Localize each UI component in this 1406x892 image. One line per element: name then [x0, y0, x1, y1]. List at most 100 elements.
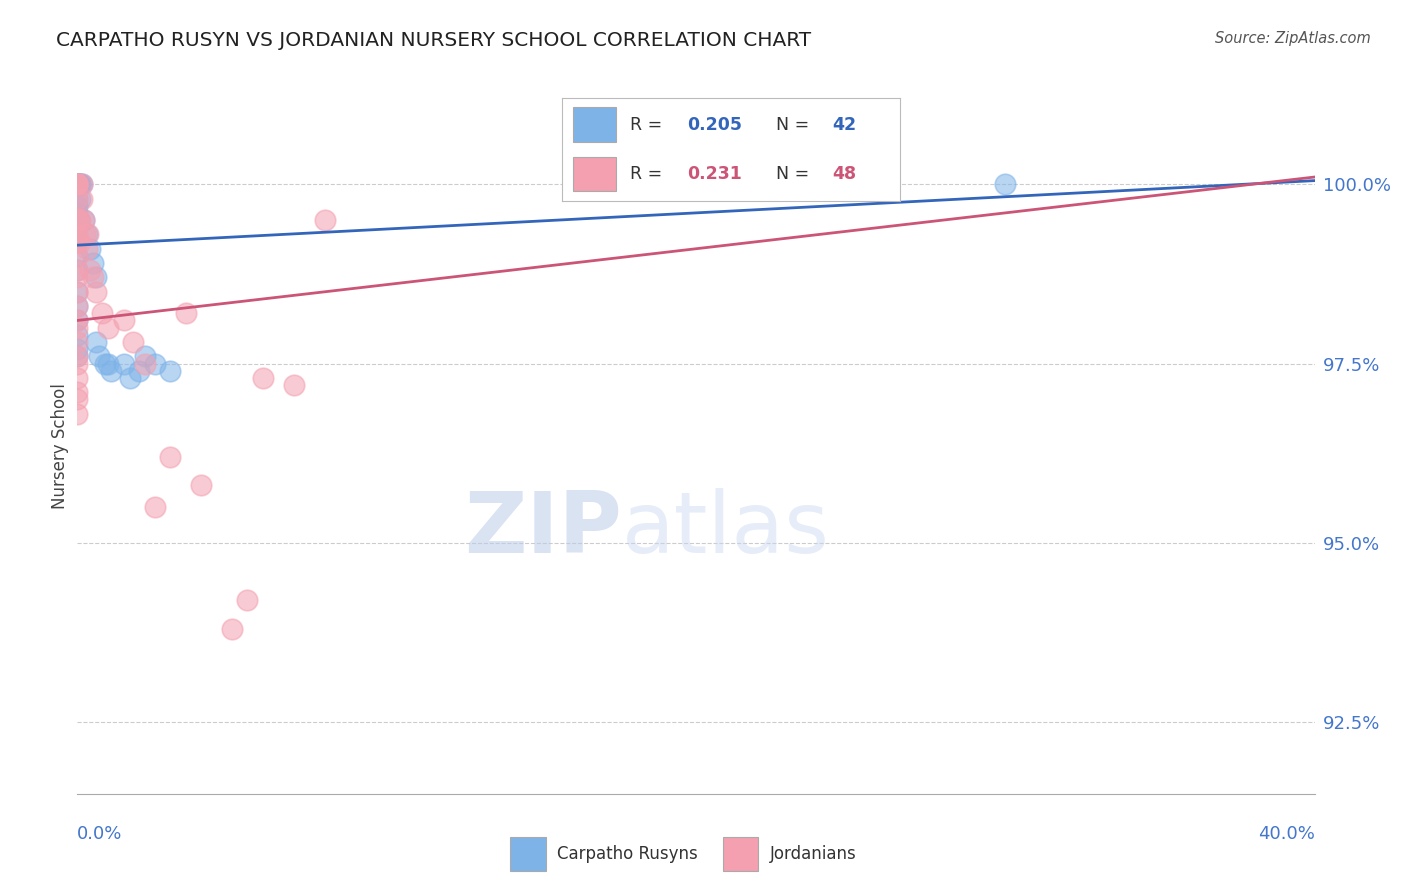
- Point: [66, 220, 89, 235]
- Point: [66, 177, 89, 191]
- Point: [112, 313, 135, 327]
- Point: [143, 357, 166, 371]
- Point: [66, 357, 89, 371]
- Point: [66, 407, 89, 421]
- Point: [66, 177, 89, 191]
- Text: Source: ZipAtlas.com: Source: ZipAtlas.com: [1215, 31, 1371, 46]
- Text: ZIP: ZIP: [464, 488, 621, 571]
- Text: N =: N =: [765, 165, 814, 183]
- Point: [66, 313, 89, 327]
- Text: 40.0%: 40.0%: [1258, 825, 1315, 843]
- Text: R =: R =: [630, 165, 668, 183]
- Point: [66, 342, 89, 356]
- Point: [994, 177, 1017, 191]
- Point: [70, 192, 93, 206]
- Point: [174, 306, 197, 320]
- Point: [221, 622, 243, 636]
- Bar: [723, 837, 758, 871]
- Point: [122, 334, 145, 349]
- Text: CARPATHO RUSYN VS JORDANIAN NURSERY SCHOOL CORRELATION CHART: CARPATHO RUSYN VS JORDANIAN NURSERY SCHO…: [56, 31, 811, 50]
- Point: [159, 450, 181, 464]
- Point: [66, 263, 89, 277]
- Point: [66, 263, 89, 277]
- Point: [66, 249, 89, 263]
- Point: [67, 213, 90, 227]
- Point: [66, 192, 89, 206]
- Point: [79, 242, 101, 256]
- Point: [84, 334, 107, 349]
- Point: [97, 357, 120, 371]
- Y-axis label: Nursery School: Nursery School: [51, 383, 69, 509]
- Text: 0.0%: 0.0%: [77, 825, 122, 843]
- Point: [66, 349, 89, 363]
- Point: [118, 371, 141, 385]
- Point: [76, 242, 98, 256]
- Point: [70, 177, 93, 191]
- Point: [66, 213, 89, 227]
- Point: [66, 371, 89, 385]
- Point: [79, 263, 101, 277]
- Point: [69, 177, 91, 191]
- Point: [66, 206, 89, 220]
- Point: [66, 327, 89, 342]
- Text: R =: R =: [630, 116, 668, 134]
- Point: [72, 213, 94, 227]
- Point: [94, 357, 117, 371]
- Point: [75, 227, 96, 242]
- Point: [66, 177, 89, 191]
- Point: [66, 177, 89, 191]
- Point: [134, 357, 156, 371]
- Point: [66, 192, 89, 206]
- Point: [190, 478, 212, 492]
- Point: [66, 177, 89, 191]
- Point: [69, 192, 91, 206]
- Point: [66, 177, 89, 191]
- Point: [66, 299, 89, 313]
- Text: 0.205: 0.205: [688, 116, 742, 134]
- Point: [67, 213, 90, 227]
- Point: [66, 385, 89, 400]
- Point: [66, 320, 89, 334]
- Point: [76, 227, 98, 242]
- Point: [66, 285, 89, 299]
- Point: [66, 235, 89, 249]
- Text: 0.231: 0.231: [688, 165, 742, 183]
- Point: [66, 177, 89, 191]
- Text: 48: 48: [832, 165, 856, 183]
- Point: [66, 349, 89, 363]
- Point: [66, 177, 89, 191]
- Point: [82, 270, 104, 285]
- Point: [97, 320, 120, 334]
- Point: [252, 371, 274, 385]
- Point: [283, 378, 305, 392]
- Point: [100, 364, 122, 378]
- Point: [66, 177, 89, 191]
- Point: [66, 270, 89, 285]
- Point: [66, 227, 89, 242]
- Point: [67, 177, 90, 191]
- Point: [66, 313, 89, 327]
- Text: N =: N =: [765, 116, 814, 134]
- Point: [236, 593, 259, 607]
- Point: [66, 199, 89, 213]
- Text: Carpatho Rusyns: Carpatho Rusyns: [557, 845, 699, 863]
- Point: [70, 177, 93, 191]
- Point: [66, 299, 89, 313]
- Bar: [572, 157, 616, 192]
- Point: [314, 213, 336, 227]
- Point: [66, 285, 89, 299]
- Point: [91, 306, 114, 320]
- Bar: [572, 107, 616, 142]
- Bar: [510, 837, 546, 871]
- Point: [143, 500, 166, 514]
- Point: [159, 364, 181, 378]
- Point: [84, 270, 107, 285]
- Point: [112, 357, 135, 371]
- Text: 42: 42: [832, 116, 856, 134]
- Point: [66, 392, 89, 407]
- Point: [84, 285, 107, 299]
- Text: Jordanians: Jordanians: [770, 845, 856, 863]
- Point: [66, 249, 89, 263]
- Point: [82, 256, 104, 270]
- Point: [66, 235, 89, 249]
